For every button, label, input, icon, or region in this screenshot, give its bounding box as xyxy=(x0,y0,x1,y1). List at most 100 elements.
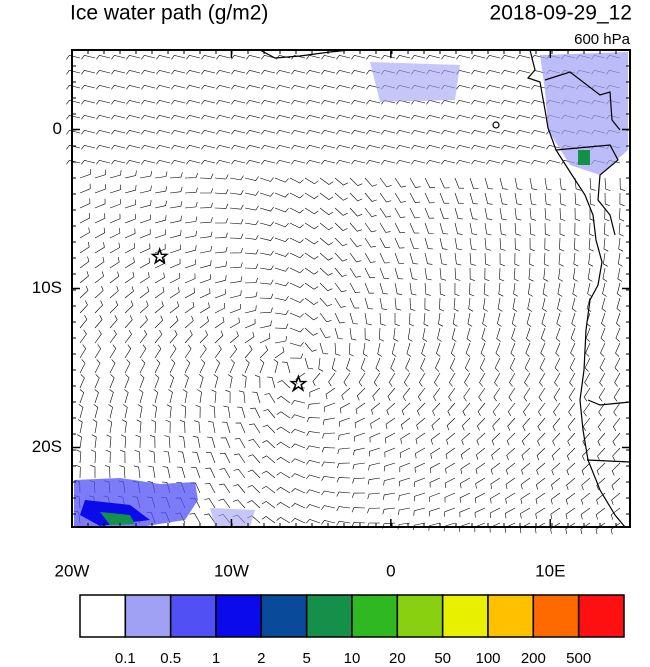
wind-barb xyxy=(259,359,265,374)
wind-barb xyxy=(454,282,460,297)
wind-barb xyxy=(104,465,111,479)
wind-barb xyxy=(334,297,346,308)
wind-barb xyxy=(120,434,127,449)
wind-barb xyxy=(139,171,152,179)
wind-barb xyxy=(169,230,182,239)
wind-barb xyxy=(244,277,258,284)
wind-barb xyxy=(251,391,261,404)
wind-barb xyxy=(274,310,289,315)
wind-barb xyxy=(214,246,228,254)
wind-barb xyxy=(619,207,625,222)
wind-barb xyxy=(229,219,244,225)
wind-barb xyxy=(396,144,411,150)
wind-barb xyxy=(141,99,156,105)
wind-barb xyxy=(612,417,621,432)
wind-barb xyxy=(321,461,336,467)
border xyxy=(544,71,621,131)
wind-barb xyxy=(276,456,291,464)
wind-barb xyxy=(394,282,403,295)
wind-barb xyxy=(436,342,441,357)
wind-barb xyxy=(597,447,606,461)
wind-barb xyxy=(499,222,507,236)
wind-barb xyxy=(126,144,141,150)
wind-barb xyxy=(244,234,259,240)
wind-barb xyxy=(246,144,261,150)
wind-barb xyxy=(388,372,396,387)
wind-barb xyxy=(446,432,456,445)
wind-barb xyxy=(531,99,546,105)
wind-barb xyxy=(244,220,259,226)
wind-barb xyxy=(336,54,351,60)
wind-barb xyxy=(417,402,426,416)
wind-barb xyxy=(514,207,522,221)
wind-barb xyxy=(405,357,411,372)
colorbar-box xyxy=(487,594,535,638)
wind-barb xyxy=(364,312,372,326)
wind-barb xyxy=(164,435,171,449)
wind-barb xyxy=(550,492,561,505)
wind-barb xyxy=(459,492,471,503)
wind-barb xyxy=(364,267,375,279)
colorbar-label: 2 xyxy=(257,650,265,667)
wind-barb xyxy=(119,465,126,479)
wind-barb xyxy=(111,99,126,105)
wind-barb xyxy=(614,357,621,372)
wind-barb xyxy=(584,357,591,372)
wind-barb xyxy=(184,359,191,374)
wind-barb xyxy=(229,247,243,254)
wind-barb xyxy=(419,372,426,387)
wind-barb xyxy=(124,389,129,404)
wind-barb xyxy=(595,522,606,535)
wind-barb xyxy=(505,492,516,504)
wind-barb xyxy=(109,374,115,389)
wind-barb xyxy=(554,357,561,372)
wind-barb xyxy=(199,359,206,374)
coastline xyxy=(259,49,351,59)
wind-barb xyxy=(492,402,501,417)
wind-barb xyxy=(349,237,362,247)
wind-barb xyxy=(430,432,441,445)
wind-barb xyxy=(428,507,441,517)
wind-barb xyxy=(494,372,501,387)
wind-barb xyxy=(432,402,441,416)
wind-barb xyxy=(574,207,581,221)
wind-barb xyxy=(616,297,621,312)
wind-barb xyxy=(141,69,156,75)
wind-barb xyxy=(588,252,594,267)
wind-barb xyxy=(476,432,486,446)
wind-barb xyxy=(216,54,231,60)
level: 600 hPa xyxy=(574,31,631,48)
wind-barb xyxy=(399,462,411,473)
wind-barb xyxy=(148,465,156,479)
wind-barb xyxy=(199,217,213,224)
wind-barb xyxy=(304,312,319,321)
wind-barb xyxy=(429,462,441,474)
wind-barb xyxy=(124,199,136,209)
wind-barb xyxy=(461,432,471,446)
wind-barb xyxy=(413,507,426,516)
wind-barb xyxy=(400,417,411,430)
wind-barb xyxy=(79,271,89,284)
wind-barb xyxy=(304,177,319,185)
wind-barb xyxy=(541,312,547,327)
ice-patches xyxy=(74,52,628,527)
wind-barb xyxy=(613,402,621,417)
wind-barb xyxy=(169,359,176,374)
wind-barb xyxy=(538,387,546,402)
wind-barb xyxy=(477,417,486,431)
wind-barb xyxy=(274,177,289,183)
colorbar-box xyxy=(124,594,172,638)
wind-barb xyxy=(501,159,516,165)
wind-barb xyxy=(529,222,536,236)
wind-barb xyxy=(618,237,624,252)
wind-barb xyxy=(276,411,291,419)
wind-barb xyxy=(535,492,546,505)
wind-barb xyxy=(394,177,407,188)
wind-barb xyxy=(232,499,246,509)
wind-barb xyxy=(341,387,351,401)
wind-barb xyxy=(79,183,91,194)
wind-barb xyxy=(291,84,306,90)
wind-barb xyxy=(78,404,84,419)
wind-barb xyxy=(90,449,96,464)
wind-barb xyxy=(400,432,411,444)
